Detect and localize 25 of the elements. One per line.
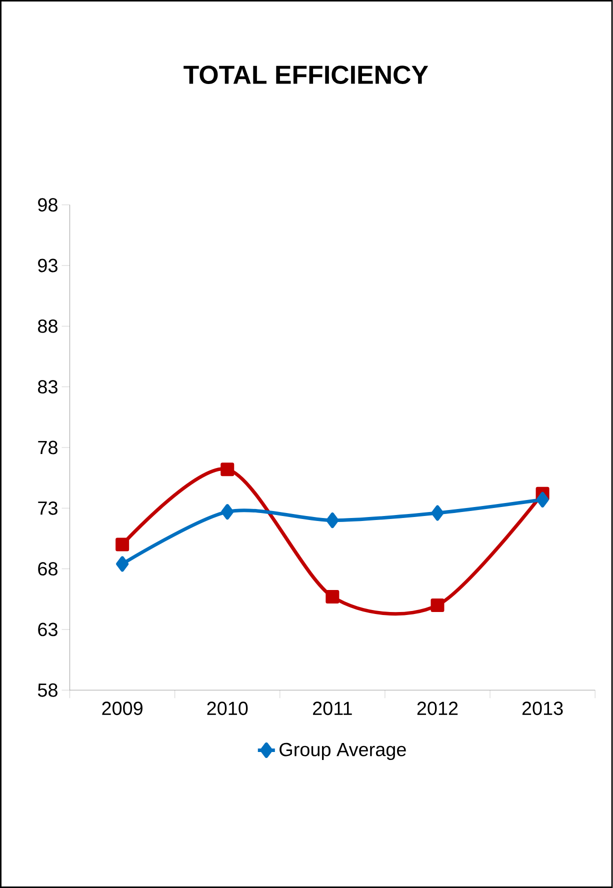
x-tick-label: 2010 <box>207 702 248 716</box>
y-tick-label: 63 <box>38 622 58 636</box>
point <box>116 556 129 572</box>
point <box>431 505 444 521</box>
x-tick-label: 2013 <box>522 702 563 716</box>
point <box>221 504 234 520</box>
y-tick-label: 78 <box>38 440 58 454</box>
point <box>536 492 549 508</box>
point <box>116 538 130 552</box>
y-tick-label: 68 <box>38 562 58 576</box>
x-tick-label: 2012 <box>417 702 458 716</box>
point <box>430 598 444 612</box>
x-tick-label: 2009 <box>102 702 143 716</box>
y-tick-label: 73 <box>38 501 58 515</box>
y-tick-label: 93 <box>38 258 58 272</box>
chart-title: TOTAL EFFICIENCY <box>184 66 428 84</box>
y-tick-label: 83 <box>38 380 58 394</box>
y-tick-label: 88 <box>38 319 58 333</box>
y-tick-label: 98 <box>38 198 58 212</box>
y-tick-label: 58 <box>38 683 58 697</box>
point <box>326 512 339 528</box>
point <box>326 590 340 604</box>
legend-label: Group Average <box>280 742 406 760</box>
x-tick-label: 2011 <box>313 702 352 716</box>
point <box>220 462 234 476</box>
